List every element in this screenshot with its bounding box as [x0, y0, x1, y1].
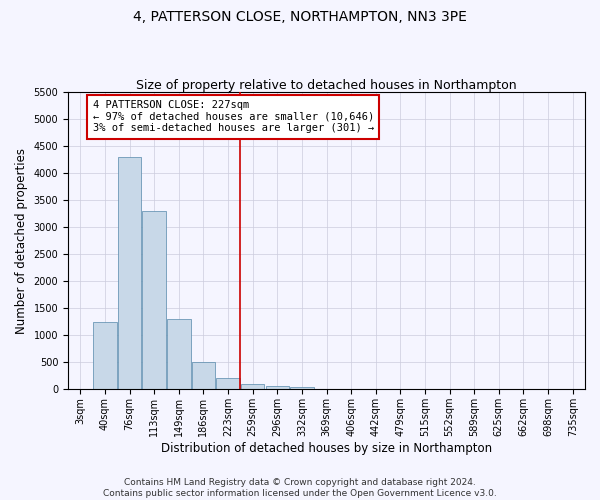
- Bar: [290, 386, 314, 390]
- Bar: [266, 386, 289, 390]
- Title: Size of property relative to detached houses in Northampton: Size of property relative to detached ho…: [136, 79, 517, 92]
- Text: 4, PATTERSON CLOSE, NORTHAMPTON, NN3 3PE: 4, PATTERSON CLOSE, NORTHAMPTON, NN3 3PE: [133, 10, 467, 24]
- X-axis label: Distribution of detached houses by size in Northampton: Distribution of detached houses by size …: [161, 442, 492, 455]
- Bar: [93, 322, 116, 390]
- Text: Contains HM Land Registry data © Crown copyright and database right 2024.
Contai: Contains HM Land Registry data © Crown c…: [103, 478, 497, 498]
- Bar: [167, 319, 191, 390]
- Bar: [142, 211, 166, 390]
- Bar: [241, 384, 265, 390]
- Y-axis label: Number of detached properties: Number of detached properties: [15, 148, 28, 334]
- Bar: [118, 157, 141, 390]
- Bar: [192, 362, 215, 390]
- Bar: [217, 378, 240, 390]
- Text: 4 PATTERSON CLOSE: 227sqm
← 97% of detached houses are smaller (10,646)
3% of se: 4 PATTERSON CLOSE: 227sqm ← 97% of detac…: [92, 100, 374, 134]
